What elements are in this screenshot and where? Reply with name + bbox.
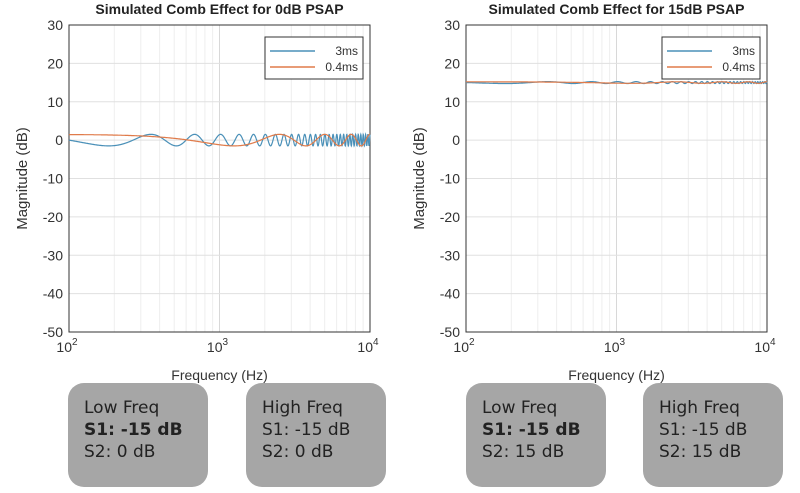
legend: 3ms 0.4ms: [264, 36, 364, 80]
y-axis-label: Magnitude (dB): [14, 127, 31, 230]
axes-frame: [465, 24, 768, 333]
box-title: Low Freq: [482, 398, 558, 418]
box-s2: S2: 15 dB: [482, 442, 565, 462]
y-tick-label: -30: [440, 247, 460, 263]
x-tick-exponent: 2: [469, 337, 475, 348]
series-line-0.4ms: [466, 81, 767, 84]
x-tick-label: 104: [754, 337, 776, 355]
y-tick-label: -10: [440, 171, 460, 187]
series-line-0.4ms: [68, 133, 370, 147]
annotation-box-left-high: High Freq S1: -15 dB S2: 0 dB: [246, 383, 386, 487]
x-tick-label: 103: [604, 337, 626, 355]
y-tick-label: 0: [452, 132, 460, 148]
y-tick-label: -10: [43, 171, 63, 187]
box-title: Low Freq: [84, 398, 160, 418]
box-s2: S2: 0 dB: [262, 442, 334, 462]
y-tick-label: 10: [444, 94, 460, 110]
y-tick-label: 20: [47, 55, 63, 71]
legend-label: 3ms: [732, 44, 755, 58]
x-tick-exponent: 3: [620, 337, 626, 348]
legend-label: 3ms: [335, 44, 358, 58]
annotation-box-right-low: Low Freq S1: -15 dB S2: 15 dB: [466, 383, 606, 487]
x-tick-exponent: 4: [770, 337, 776, 348]
x-tick-label: 102: [56, 337, 78, 355]
y-tick-label: 30: [47, 17, 63, 33]
annotation-box-right-high: High Freq S1: -15 dB S2: 15 dB: [643, 383, 783, 487]
y-tick-label: -20: [43, 209, 63, 225]
y-tick-label: -40: [440, 286, 460, 302]
y-tick-label: 30: [444, 17, 460, 33]
x-tick-label: 102: [453, 337, 475, 355]
y-tick-label: -50: [43, 324, 63, 340]
x-tick-exponent: 2: [72, 337, 78, 348]
legend-box: [661, 36, 761, 80]
x-tick-label: 103: [207, 337, 229, 355]
y-tick-label: -50: [440, 324, 460, 340]
box-s2: S2: 15 dB: [659, 442, 742, 462]
legend-label: 0.4ms: [325, 60, 358, 74]
legend-box: [264, 36, 364, 80]
chart-title: Simulated Comb Effect for 15dB PSAP: [489, 1, 745, 17]
x-axis-label: Frequency (Hz): [171, 367, 267, 383]
annotation-box-left-low: Low Freq S1: -15 dB S2: 0 dB: [68, 383, 208, 487]
y-tick-label: 0: [55, 132, 63, 148]
box-s1: S1: -15 dB: [84, 420, 183, 440]
box-s1: S1: -15 dB: [262, 420, 351, 440]
y-tick-label: 20: [444, 55, 460, 71]
box-s2: S2: 0 dB: [84, 442, 156, 462]
y-tick-label: -40: [43, 286, 63, 302]
x-axis-label: Frequency (Hz): [568, 367, 664, 383]
x-tick-label: 104: [357, 337, 379, 355]
x-tick-exponent: 4: [373, 337, 379, 348]
legend: 3ms 0.4ms: [661, 36, 761, 80]
y-tick-label: -30: [43, 247, 63, 263]
y-tick-label: 10: [47, 94, 63, 110]
box-title: High Freq: [659, 398, 740, 418]
box-s1: S1: -15 dB: [482, 420, 581, 440]
box-title: High Freq: [262, 398, 343, 418]
axes-frame: [68, 24, 371, 333]
y-tick-label: -20: [440, 209, 460, 225]
y-axis-label: Magnitude (dB): [411, 127, 428, 230]
legend-label: 0.4ms: [722, 60, 755, 74]
box-s1: S1: -15 dB: [659, 420, 748, 440]
chart-title: Simulated Comb Effect for 0dB PSAP: [95, 1, 343, 17]
x-tick-exponent: 3: [223, 337, 229, 348]
